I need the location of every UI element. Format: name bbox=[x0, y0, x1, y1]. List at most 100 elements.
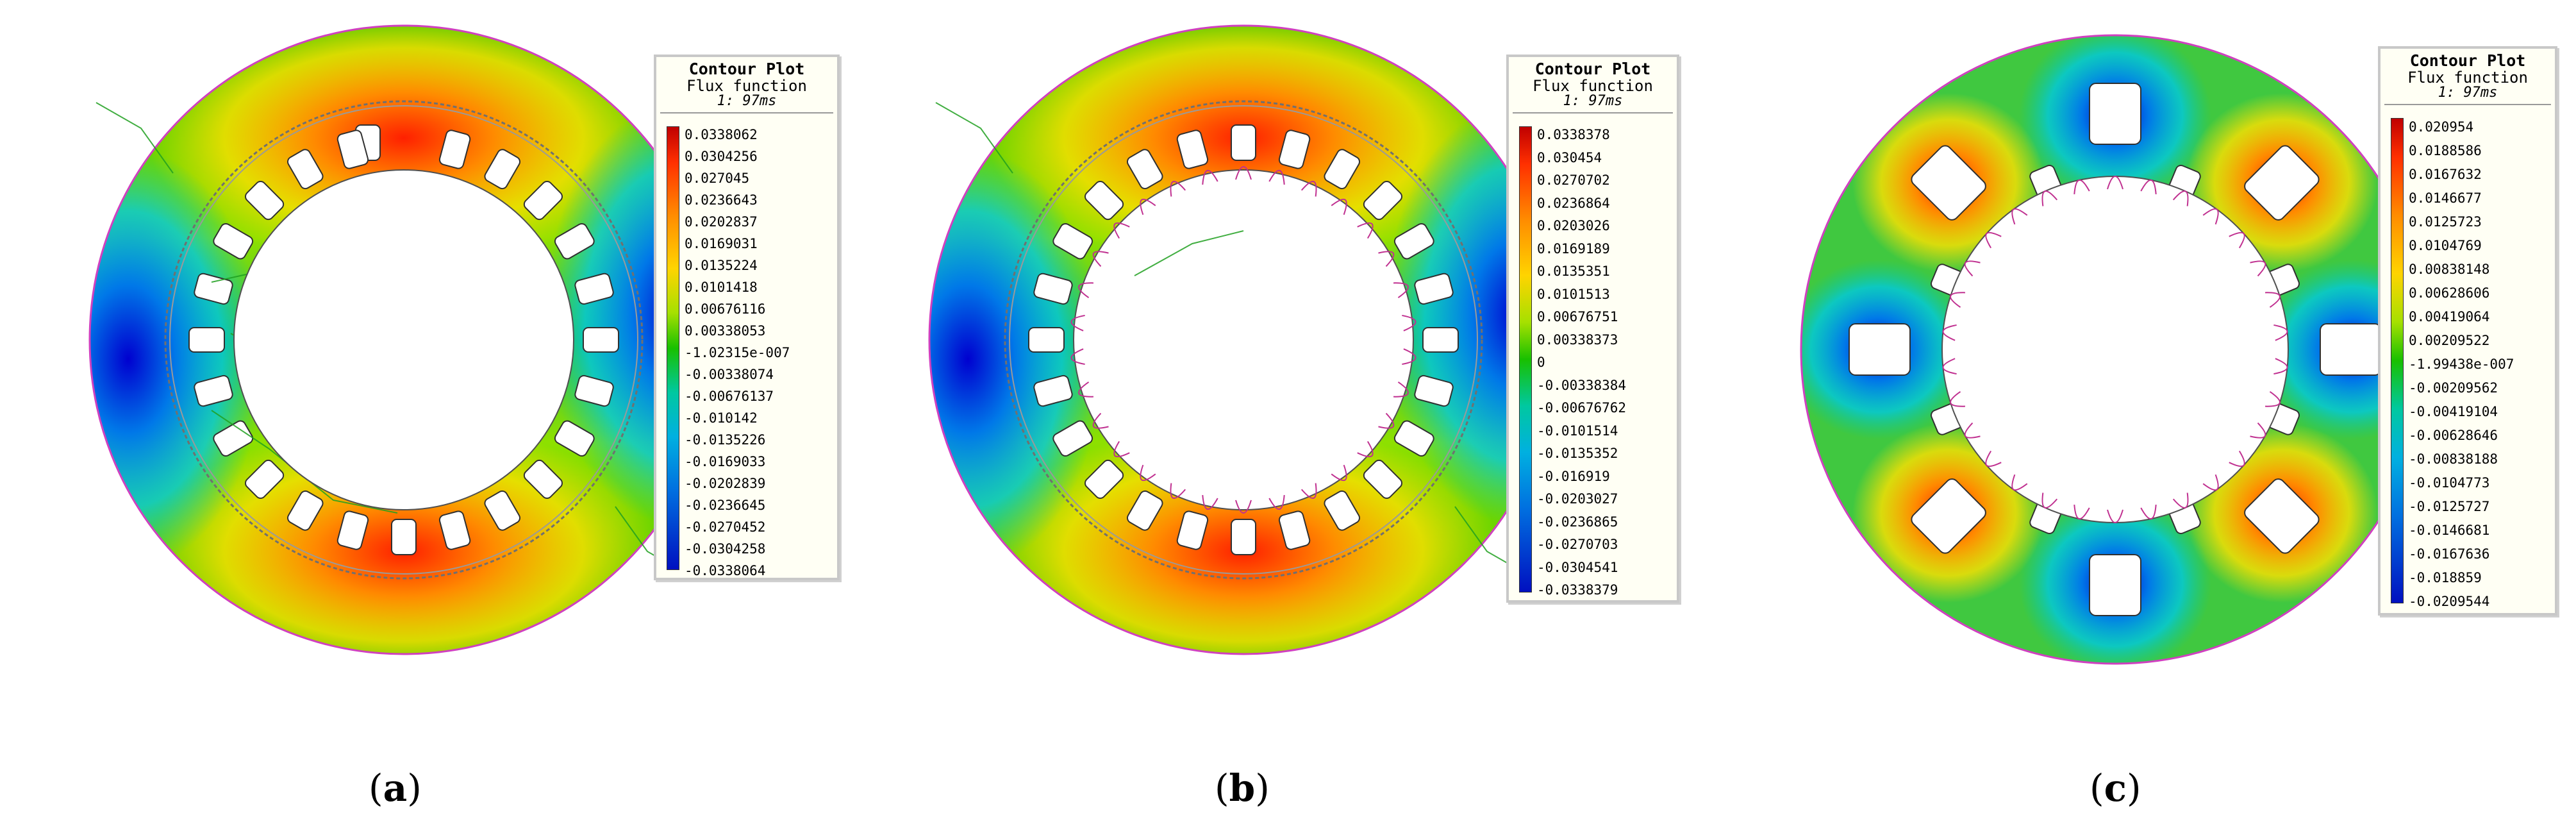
legend-subtitle: Flux function bbox=[686, 77, 807, 95]
legend-title: Contour Plot bbox=[688, 60, 805, 78]
legend-values: 0.0338378 0.030454 0.0270702 0.0236864 0… bbox=[1537, 124, 1674, 602]
legend-value: -0.010142 bbox=[685, 410, 758, 426]
legend-value: -0.0135352 bbox=[1537, 446, 1618, 461]
caption-a: (a) bbox=[369, 766, 422, 810]
legend-value: 0.027045 bbox=[685, 171, 750, 186]
legend-subtitle: Flux function bbox=[2407, 69, 2528, 87]
motor-flux-plot-b bbox=[859, 0, 1654, 680]
legend-separator bbox=[1513, 112, 1673, 113]
caption-letter: b bbox=[1229, 766, 1256, 810]
legend-value: 0.0101418 bbox=[685, 280, 758, 295]
legend-value: -0.018859 bbox=[2409, 570, 2482, 585]
caption-open-paren: ( bbox=[1215, 766, 1229, 810]
legend-value: 0.0146677 bbox=[2409, 190, 2482, 206]
legend-color-bar bbox=[667, 126, 679, 570]
legend-value: -0.00338384 bbox=[1537, 377, 1627, 393]
legend-value: -1.99438e-007 bbox=[2409, 357, 2514, 372]
legend-value: -0.0209544 bbox=[2409, 594, 2490, 609]
panel-b: Contour Plot Flux function 1: 97ms 0.033… bbox=[859, 0, 1718, 840]
legend-value: -0.0135226 bbox=[685, 432, 766, 448]
legend-value: 0.0236643 bbox=[685, 192, 758, 208]
legend-value: -0.0104773 bbox=[2409, 475, 2490, 491]
caption-open-paren: ( bbox=[369, 766, 383, 810]
legend-value: -0.0304258 bbox=[685, 541, 766, 557]
legend-separator bbox=[660, 112, 833, 113]
legend-value: 0.00209522 bbox=[2409, 333, 2490, 348]
legend-value: 0.0104769 bbox=[2409, 238, 2482, 253]
legend-value: -0.00838188 bbox=[2409, 451, 2498, 467]
motor-flux-plot-a bbox=[0, 0, 814, 680]
legend-value: 0.0188586 bbox=[2409, 143, 2482, 158]
legend-c: Contour Plot Flux function 1: 97ms 0.020… bbox=[2378, 46, 2557, 616]
panel-a: Contour Plot Flux function 1: 97ms 0.033… bbox=[0, 0, 859, 840]
legend-value: 0.00628606 bbox=[2409, 285, 2490, 301]
legend-value: 0.0135351 bbox=[1537, 264, 1610, 279]
legend-value: 0 bbox=[1537, 355, 1545, 370]
legend-value: -0.0169033 bbox=[685, 454, 766, 469]
legend-color-bar bbox=[1519, 126, 1532, 592]
legend-value: 0.00676751 bbox=[1537, 309, 1618, 324]
legend-value: -0.0270703 bbox=[1537, 537, 1618, 552]
legend-value: -0.016919 bbox=[1537, 468, 1610, 484]
legend-value: 0.00338053 bbox=[685, 323, 766, 339]
legend-value: 0.0338378 bbox=[1537, 127, 1610, 142]
legend-value: 0.00338373 bbox=[1537, 332, 1618, 348]
legend-value: -1.02315e-007 bbox=[685, 345, 790, 360]
legend-value: 0.00838148 bbox=[2409, 262, 2490, 277]
legend-value: -0.00338074 bbox=[685, 367, 774, 382]
legend-value: -0.0236865 bbox=[1537, 514, 1618, 530]
caption-open-paren: ( bbox=[2090, 766, 2104, 810]
legend-value: -0.00419104 bbox=[2409, 404, 2498, 419]
legend-value: 0.00419064 bbox=[2409, 309, 2490, 324]
legend-value: -0.0270452 bbox=[685, 519, 766, 535]
legend-value: 0.0236864 bbox=[1537, 195, 1610, 211]
panel-c: Contour Plot Flux function 1: 97ms 0.020… bbox=[1718, 0, 2576, 840]
legend-separator bbox=[2384, 104, 2551, 105]
legend-value: -0.0304541 bbox=[1537, 559, 1618, 575]
legend-value: 0.0167632 bbox=[2409, 167, 2482, 182]
legend-subtitle: Flux function bbox=[1533, 77, 1653, 95]
legend-title: Contour Plot bbox=[1534, 60, 1651, 78]
legend-value: -0.0167636 bbox=[2409, 546, 2490, 562]
caption-b: (b) bbox=[1215, 766, 1270, 810]
legend-value: 0.0203026 bbox=[1537, 218, 1610, 233]
legend-a: Contour Plot Flux function 1: 97ms 0.033… bbox=[654, 55, 840, 580]
legend-color-bar bbox=[2391, 118, 2404, 603]
legend-value: 0.0135224 bbox=[685, 258, 758, 273]
legend-value: -0.0338064 bbox=[685, 563, 766, 578]
legend-value: 0.0169189 bbox=[1537, 240, 1610, 256]
legend-value: 0.0202837 bbox=[685, 214, 758, 230]
legend-value: 0.030454 bbox=[1537, 149, 1602, 165]
legend-value: -0.0146681 bbox=[2409, 523, 2490, 538]
legend-title: Contour Plot bbox=[2409, 51, 2526, 70]
caption-close-paren: ) bbox=[2126, 766, 2141, 810]
legend-b: Contour Plot Flux function 1: 97ms 0.033… bbox=[1506, 55, 1679, 603]
motor-flux-plot-c bbox=[1782, 26, 2448, 673]
legend-value: 0.0338062 bbox=[685, 127, 758, 142]
legend-value: -0.0101514 bbox=[1537, 423, 1618, 439]
legend-time: 1: 97ms bbox=[1563, 93, 1623, 109]
legend-value: 0.0304256 bbox=[685, 149, 758, 164]
legend-values: 0.0338062 0.0304256 0.027045 0.0236643 0… bbox=[685, 124, 835, 582]
legend-value: -0.00209562 bbox=[2409, 380, 2498, 396]
legend-value: -0.0125727 bbox=[2409, 499, 2490, 514]
legend-value: -0.00676762 bbox=[1537, 400, 1627, 416]
caption-c: (c) bbox=[2090, 766, 2141, 810]
legend-time: 1: 97ms bbox=[2438, 85, 2498, 101]
legend-time: 1: 97ms bbox=[717, 93, 777, 109]
caption-close-paren: ) bbox=[1255, 766, 1270, 810]
legend-value: -0.0338379 bbox=[1537, 582, 1618, 598]
legend-value: 0.00676116 bbox=[685, 301, 766, 317]
caption-letter: a bbox=[383, 766, 408, 810]
legend-value: 0.0125723 bbox=[2409, 214, 2482, 230]
legend-value: 0.0101513 bbox=[1537, 286, 1610, 302]
legend-value: -0.0236645 bbox=[685, 498, 766, 513]
caption-close-paren: ) bbox=[407, 766, 422, 810]
caption-letter: c bbox=[2104, 766, 2127, 810]
legend-value: -0.00676137 bbox=[685, 389, 774, 404]
legend-value: 0.020954 bbox=[2409, 119, 2474, 135]
legend-value: -0.0203027 bbox=[1537, 491, 1618, 507]
legend-values: 0.020954 0.0188586 0.0167632 0.0146677 0… bbox=[2409, 115, 2552, 614]
legend-value: 0.0169031 bbox=[685, 236, 758, 251]
legend-value: 0.0270702 bbox=[1537, 172, 1610, 188]
